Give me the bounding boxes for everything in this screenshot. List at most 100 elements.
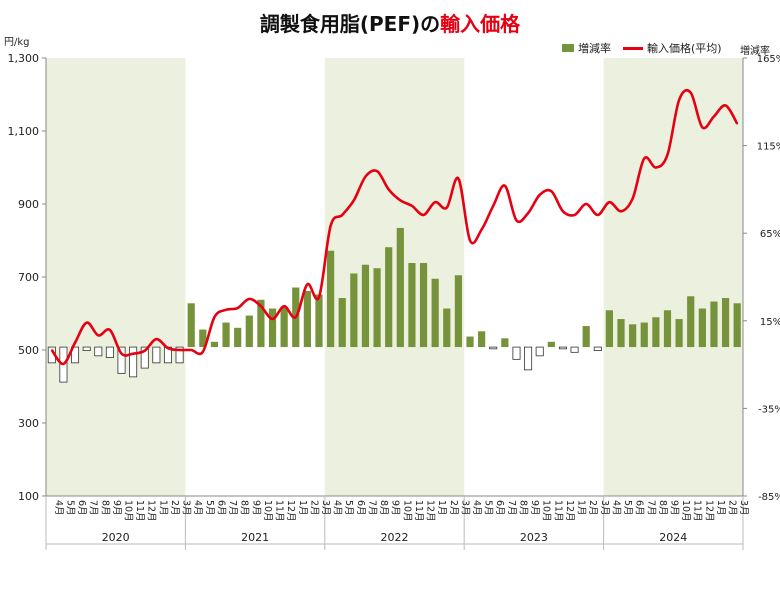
year-shading	[46, 58, 743, 496]
right-axis-unit: 増減率	[740, 46, 770, 57]
line-point	[550, 190, 553, 193]
line-point	[492, 205, 495, 207]
x-tick-label: 2月	[587, 500, 598, 516]
x-tick-label: 11月	[134, 500, 145, 522]
bar-point	[140, 346, 149, 369]
line-point	[74, 341, 76, 344]
year-label: 2023	[520, 531, 548, 544]
x-tick-label: 10月	[401, 500, 412, 522]
bar-point	[640, 322, 648, 348]
bar-point	[721, 298, 730, 348]
left-tick-label: 1,100	[8, 125, 40, 138]
line-point	[260, 305, 262, 308]
line-point	[376, 170, 378, 172]
x-tick-label: 6月	[215, 500, 226, 516]
line-point	[678, 99, 680, 101]
x-tick-label: 5月	[64, 500, 75, 516]
bar-point	[663, 310, 672, 348]
chart-title-accent: 輸入価格	[440, 12, 521, 36]
year-label: 2020	[102, 531, 130, 544]
bar-point	[605, 310, 614, 348]
bar-point	[199, 329, 207, 348]
bar-point	[303, 291, 311, 348]
x-tick-label: 1月	[436, 500, 447, 516]
x-tick-label: 7月	[506, 500, 517, 516]
bar-point	[117, 346, 126, 374]
year-label: 2024	[659, 531, 687, 544]
bar-point	[687, 296, 695, 348]
x-tick-label: 11月	[692, 500, 703, 522]
bar-point	[71, 346, 80, 364]
year-label: 2021	[241, 531, 269, 544]
axes	[42, 57, 747, 550]
legend-bar-swatch	[562, 44, 574, 52]
x-tick-label: 3月	[599, 500, 610, 516]
line-point	[596, 214, 599, 216]
line-point	[411, 205, 413, 207]
line-point	[643, 157, 646, 160]
right-tick-label: 165%	[757, 54, 780, 65]
legend-line-label: 輸入価格(平均)	[647, 42, 722, 55]
bar-point	[652, 317, 660, 348]
line-point	[515, 219, 518, 222]
line-point	[434, 201, 436, 203]
bar-point	[489, 346, 498, 350]
x-tick-label: 2月	[169, 500, 180, 516]
left-tick-label: 1,300	[8, 52, 40, 65]
line-point	[341, 214, 344, 216]
chart-title: 調製食用脂(PEF)の輸入価格	[0, 8, 780, 37]
x-tick-label: 3月	[738, 500, 749, 516]
x-tick-label: 1月	[157, 500, 168, 516]
line-point	[422, 214, 425, 216]
line-point	[608, 201, 611, 203]
bar-point	[593, 346, 602, 351]
bar-point	[315, 294, 323, 348]
x-tick-label: 5月	[483, 500, 494, 516]
x-tick-label: 12月	[564, 500, 575, 522]
x-tick-label: 4月	[53, 500, 64, 516]
line-point	[538, 194, 541, 196]
line-point	[190, 349, 193, 351]
x-tick-label: 3月	[181, 500, 192, 516]
x-tick-label: 8月	[657, 500, 668, 516]
left-tick-label: 500	[18, 344, 39, 357]
x-tick-label: 6月	[355, 500, 366, 516]
bar-point	[94, 346, 103, 357]
x-tick-label: 8月	[99, 500, 110, 516]
line-series	[50, 88, 739, 366]
bar-point	[547, 341, 555, 348]
line-point	[504, 184, 506, 187]
line-point	[213, 316, 216, 318]
bar-point	[280, 306, 288, 348]
x-tick-label: 6月	[634, 500, 645, 516]
bar-point	[268, 308, 277, 348]
bar-point	[234, 327, 242, 348]
line-point	[97, 334, 100, 337]
x-tick-label: 9月	[111, 500, 122, 516]
bar-point	[466, 336, 474, 348]
x-tick-label: 8月	[239, 500, 250, 516]
line-point	[457, 177, 460, 180]
x-tick-label: 1月	[576, 500, 587, 516]
x-tick-label: 5月	[204, 500, 215, 516]
bar-point	[570, 346, 579, 353]
line-point	[353, 199, 355, 202]
x-tick-label: 12月	[425, 500, 436, 522]
bar-point	[361, 264, 370, 348]
line-point	[689, 91, 692, 94]
legend-bar-label: 増減率	[578, 42, 611, 55]
bar-point	[501, 338, 509, 348]
line-point	[225, 309, 227, 311]
right-tick-label: 115%	[757, 142, 780, 153]
legend-line-swatch	[623, 46, 643, 50]
x-tick-label: 7月	[88, 500, 99, 516]
x-tick-label: 4月	[332, 500, 343, 516]
right-tick-label: -35%	[758, 404, 780, 415]
line-point	[399, 199, 402, 202]
x-tick-label: 8月	[517, 500, 528, 516]
bar-point	[129, 346, 138, 378]
x-tick-label: 10月	[680, 500, 691, 522]
x-tick-label: 3月	[320, 500, 331, 516]
line-point	[62, 363, 65, 365]
